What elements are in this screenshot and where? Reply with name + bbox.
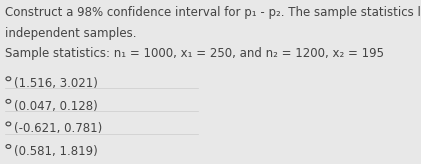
Text: (1.516, 3.021): (1.516, 3.021): [14, 77, 98, 90]
Text: (-0.621, 0.781): (-0.621, 0.781): [14, 122, 103, 135]
Text: (0.581, 1.819): (0.581, 1.819): [14, 145, 98, 158]
Text: independent samples.: independent samples.: [5, 27, 137, 40]
Text: Sample statistics: n₁ = 1000, x₁ = 250, and n₂ = 1200, x₂ = 195: Sample statistics: n₁ = 1000, x₁ = 250, …: [5, 47, 384, 60]
Text: Construct a 98% confidence interval for p₁ - p₂. The sample statistics listed be: Construct a 98% confidence interval for …: [5, 6, 421, 19]
Text: (0.047, 0.128): (0.047, 0.128): [14, 100, 98, 113]
